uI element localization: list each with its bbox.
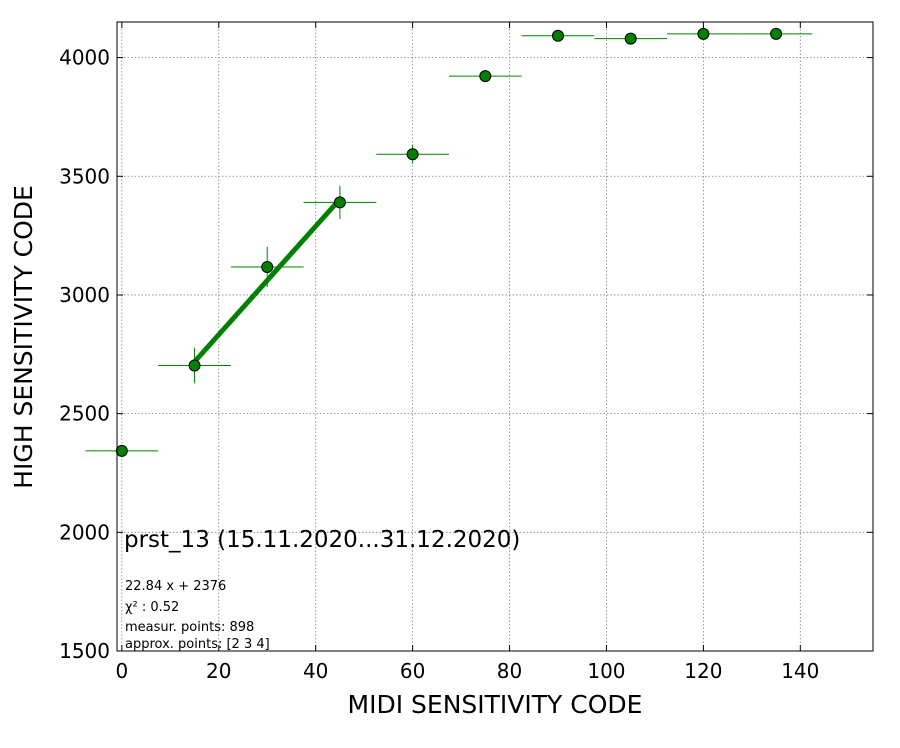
point-marker (333, 196, 346, 209)
y-tick-label: 3000 (59, 283, 110, 307)
point-marker (115, 444, 128, 457)
point-marker (770, 27, 783, 40)
data-point (158, 347, 231, 384)
data-point (303, 185, 377, 220)
x-axis-title: MIDI SENSITIVITY CODE (348, 690, 643, 719)
x-tick-label: 120 (684, 659, 722, 683)
x-tick-label: 0 (115, 659, 128, 683)
annotation-measur-points: measur. points: 898 (125, 620, 254, 635)
axis-ticks: 0 20 40 60 80 100 120 140 1500 2000 2500 3000 3500 40… (59, 22, 873, 683)
data-point (594, 32, 668, 45)
y-tick-label: 1500 (59, 639, 110, 663)
data-point (230, 246, 304, 288)
point-marker (188, 359, 201, 372)
x-tick-label: 100 (587, 659, 625, 683)
annotation-approx-points: approx. points: [2 3 4] (125, 637, 270, 652)
data-point (739, 27, 813, 40)
point-marker (406, 148, 419, 161)
point-marker (624, 32, 637, 45)
y-tick-label: 4000 (59, 46, 110, 70)
plot-frame (116, 21, 874, 652)
y-tick-label: 3500 (59, 164, 110, 188)
x-tick-label: 140 (781, 659, 819, 683)
x-tick-label: 40 (303, 659, 328, 683)
data-point (667, 27, 740, 40)
y-tick-label: 2500 (59, 402, 110, 426)
x-tick-label: 20 (206, 659, 231, 683)
point-marker (697, 27, 710, 40)
point-marker (552, 29, 564, 42)
point-marker (479, 70, 492, 83)
annotation-equation: 22.84 x + 2376 (125, 579, 226, 594)
data-points (85, 27, 813, 457)
annotation-chi2: χ² : 0.52 (125, 600, 179, 615)
x-tick-label: 80 (497, 659, 522, 683)
data-point (85, 444, 159, 457)
annotation-main: prst_13 (15.11.2020...31.12.2020) (124, 527, 520, 553)
point-marker (261, 260, 274, 273)
x-tick-label: 60 (400, 659, 425, 683)
data-point (521, 29, 595, 42)
y-tick-label: 2000 (59, 520, 110, 544)
data-point (448, 70, 522, 83)
y-axis-title: HIGH SENSITIVITY CODE (9, 185, 38, 489)
data-point (376, 144, 449, 164)
grid (117, 22, 873, 652)
